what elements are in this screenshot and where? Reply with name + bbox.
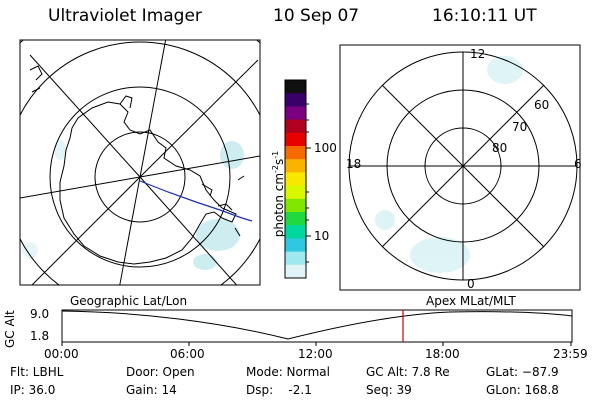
time-tick-3: 18:00 <box>425 347 460 361</box>
geographic-map-frame <box>19 39 261 286</box>
color-bar-segment <box>285 119 306 134</box>
time-label: 16:10:11 UT <box>432 6 537 26</box>
color-bar-segment <box>285 198 306 213</box>
alt-tick-high: 9.0 <box>30 307 50 321</box>
color-bar-minor-ticks <box>306 103 309 263</box>
mlat-60-label: 60 <box>534 98 550 112</box>
mlt-0-label: 0 <box>467 277 475 291</box>
info-gain: Gain: 14 <box>126 383 177 397</box>
colorbar-unit-label: photon cm-2s-1 <box>271 150 286 238</box>
alt-axis-label: GC Alt <box>3 310 17 348</box>
info-mode: Mode: Normal <box>246 365 330 379</box>
info-dsp: Dsp: -2.1 <box>246 383 312 397</box>
mlt-12-label: 12 <box>470 47 486 61</box>
color-bar-segment <box>285 93 306 107</box>
info-glat: GLat: −87.9 <box>486 365 559 379</box>
color-bar-segment <box>285 172 306 187</box>
apex-mlat-mlt-map <box>339 44 581 291</box>
info-ip: IP: 36.0 <box>10 383 56 397</box>
alt-tick-low: 1.8 <box>30 329 50 343</box>
mlat-80-label: 80 <box>492 141 508 155</box>
color-bar-segment <box>285 132 306 147</box>
info-filter: Flt: LBHL <box>10 365 64 379</box>
color-bar <box>285 80 306 279</box>
mlt-18-label: 18 <box>346 157 362 171</box>
aurora-emission <box>22 140 244 270</box>
altitude-curve <box>61 310 573 340</box>
time-tick-0: 00:00 <box>44 347 79 361</box>
colorbar-tick-100: 100 <box>314 141 337 155</box>
color-bar-segment <box>285 251 306 266</box>
satellite-track <box>139 180 253 222</box>
color-bar-segment <box>285 225 306 239</box>
date-label: 10 Sep 07 <box>273 6 360 26</box>
info-gc-alt: GC Alt: 7.8 Re <box>366 365 450 379</box>
aurora-emission-mlt <box>375 56 523 273</box>
time-tick-4: 23:59 <box>553 347 588 361</box>
time-tick-1: 06:00 <box>170 347 205 361</box>
color-bar-segment <box>285 185 306 200</box>
apex-map-label: Apex MLat/MLT <box>426 294 516 308</box>
color-bar-segment <box>285 159 306 173</box>
instrument-title: Ultraviolet Imager <box>48 6 202 26</box>
info-seq: Seq: 39 <box>366 383 412 397</box>
color-bar-segment <box>285 238 306 253</box>
gc-altitude-plot <box>61 309 573 346</box>
antarctica-coastline <box>59 101 237 265</box>
mlat-70-label: 70 <box>512 120 528 134</box>
color-bar-segment <box>285 146 306 160</box>
info-door: Door: Open <box>126 365 195 379</box>
color-bar-segment <box>285 212 306 226</box>
geographic-map <box>19 39 261 286</box>
time-tick-2: 12:00 <box>298 347 333 361</box>
geographic-map-label: Geographic Lat/Lon <box>70 294 188 308</box>
mlt-6-label: 6 <box>574 157 582 171</box>
alt-plot-frame <box>61 309 573 343</box>
time-axis-ticks <box>61 342 572 346</box>
color-bar-segment <box>285 264 306 279</box>
colorbar-tick-10: 10 <box>314 229 330 243</box>
color-bar-segment <box>285 80 306 94</box>
info-glon: GLon: 168.8 <box>486 383 559 397</box>
latitude-circles <box>20 40 260 285</box>
mlt-meridians <box>349 52 577 280</box>
color-bar-segment <box>285 106 306 121</box>
color-bar-frame <box>284 79 307 279</box>
apex-map-frame <box>339 44 581 291</box>
